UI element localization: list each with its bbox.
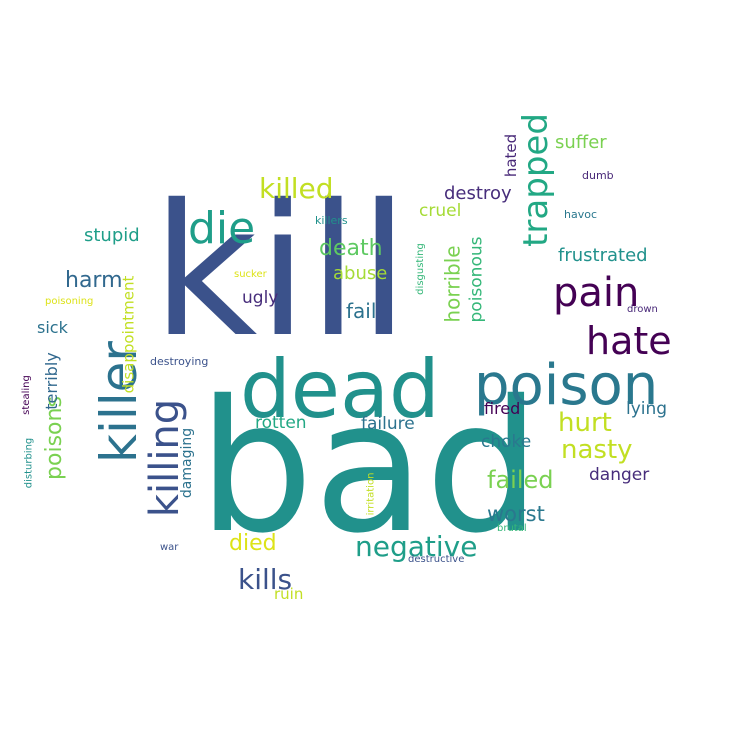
word-irritation: irritation	[365, 472, 377, 516]
word-kills: kills	[238, 563, 293, 596]
word-disgusting: disgusting	[414, 243, 426, 295]
word-failure: failure	[361, 414, 415, 434]
word-die: die	[188, 203, 256, 254]
word-bad: bad	[198, 361, 541, 573]
word-choke: choke	[481, 432, 532, 452]
word-dead: dead	[240, 343, 440, 436]
word-poison: poison	[474, 353, 659, 418]
word-cruel: cruel	[419, 201, 462, 221]
word-negative: negative	[355, 530, 478, 563]
word-terribly: terribly	[41, 352, 61, 410]
word-rotten: rotten	[255, 413, 307, 433]
word-drown: drown	[627, 304, 658, 315]
word-fired: fired	[484, 399, 521, 418]
word-failed: failed	[487, 466, 554, 494]
word-abuse: abuse	[333, 263, 388, 284]
word-sick: sick	[37, 318, 68, 337]
word-disturbing: disturbing	[23, 437, 35, 489]
word-kill: kill	[152, 165, 410, 377]
word-horrible: horrible	[440, 245, 465, 323]
word-destroying: destroying	[150, 355, 209, 368]
word-hated: hated	[502, 133, 521, 178]
word-pain: pain	[553, 270, 640, 316]
word-worst: worst	[487, 502, 545, 526]
word-war: war	[160, 542, 179, 553]
word-sucker: sucker	[234, 269, 267, 280]
word-havoc: havoc	[564, 208, 597, 221]
word-hate: hate	[586, 319, 672, 363]
word-damaging: damaging	[179, 427, 196, 499]
word-nasty: nasty	[561, 435, 633, 465]
word-frustrated: frustrated	[558, 245, 648, 266]
word-destructive: destructive	[408, 554, 465, 565]
word-died: died	[229, 531, 277, 556]
word-ugly: ugly	[242, 288, 279, 308]
word-trapped: trapped	[515, 113, 556, 247]
word-stupid: stupid	[84, 225, 140, 246]
word-destroy: destroy	[444, 183, 512, 204]
word-poisonous: poisonous	[466, 236, 487, 323]
word-ruin: ruin	[274, 585, 304, 603]
word-killed: killed	[259, 172, 334, 205]
word-stealing: stealing	[20, 375, 32, 415]
word-poisoning: poisoning	[45, 296, 94, 307]
word-suffer: suffer	[555, 132, 607, 153]
word-killers: killers	[315, 214, 348, 227]
word-dumb: dumb	[582, 169, 614, 182]
word-harm: harm	[65, 268, 123, 293]
word-death: death	[319, 236, 383, 261]
word-lying: lying	[626, 399, 668, 419]
word-hurt: hurt	[558, 408, 612, 438]
word-fail: fail	[346, 299, 377, 323]
word-brutal: brutal	[497, 523, 527, 534]
word-disappointment: disappointment	[119, 275, 138, 394]
word-danger: danger	[589, 465, 650, 485]
